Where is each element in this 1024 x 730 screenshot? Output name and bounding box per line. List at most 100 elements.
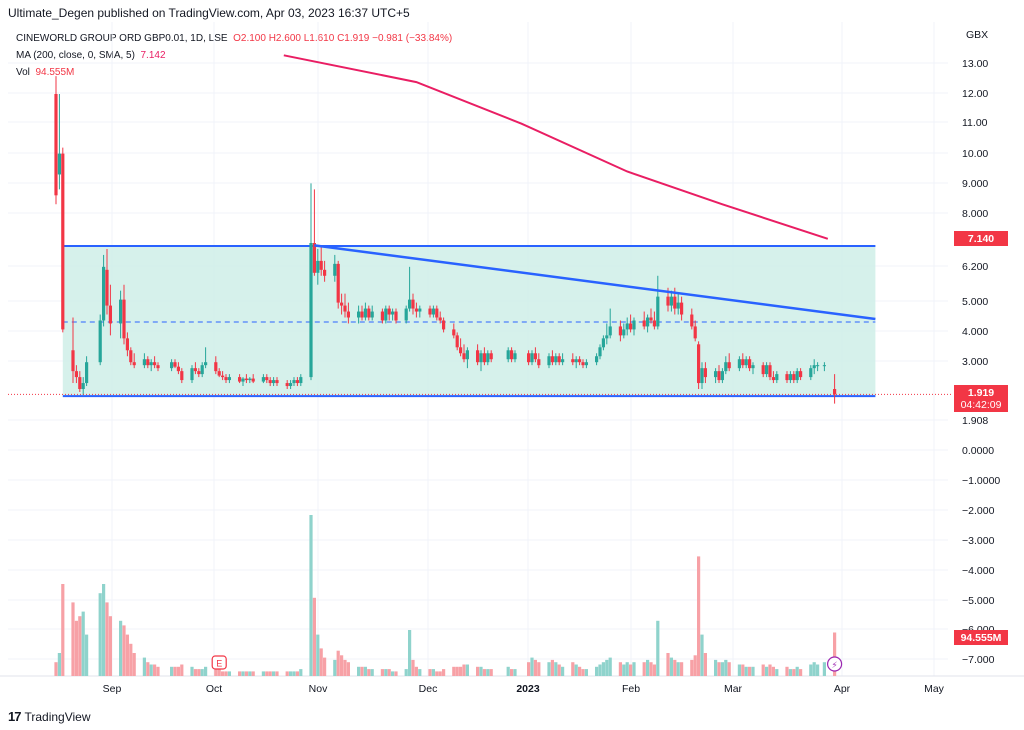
candle-body <box>71 350 75 372</box>
candle-body <box>788 374 792 381</box>
volume-bar <box>224 671 228 676</box>
x-tick-label: Apr <box>834 683 851 695</box>
legend-symbol[interactable]: CINEWORLD GROUP ORD GBP0.01, 1D, LSE <box>16 33 228 44</box>
candle-body <box>384 308 388 321</box>
volume-bar <box>292 671 296 676</box>
volume-bar <box>765 666 769 676</box>
lightning-icon-glyph: ⚡ <box>831 660 837 670</box>
volume-bar <box>482 669 486 676</box>
published-header: Ultimate_Degen published on TradingView.… <box>8 6 410 20</box>
volume-bar <box>717 662 721 676</box>
volume-bar <box>442 669 446 676</box>
candle-body <box>676 302 680 309</box>
candle-body <box>170 362 174 369</box>
candle-body <box>554 356 558 363</box>
candle-body <box>816 365 820 367</box>
volume-bar <box>479 666 483 676</box>
volume-bar <box>197 669 201 676</box>
volume-bar <box>547 662 551 676</box>
x-tick-label: May <box>924 683 945 695</box>
candle-body <box>309 243 313 378</box>
volume-bar <box>227 671 231 676</box>
volume-bar <box>761 664 765 676</box>
candle-layer <box>54 76 837 404</box>
candle-body <box>673 296 677 309</box>
candle-body <box>285 383 289 387</box>
volume-bar <box>132 653 136 676</box>
candle-body <box>149 362 153 366</box>
candle-body <box>533 353 537 360</box>
volume-bar <box>775 669 779 676</box>
volume-bar <box>431 669 435 676</box>
volume-bar <box>122 625 126 676</box>
volume-bar <box>748 666 752 676</box>
candle-body <box>323 269 327 276</box>
volume-bar <box>340 655 344 676</box>
candle-body <box>78 377 82 390</box>
volume-bar <box>241 671 245 676</box>
candle-body <box>652 320 656 327</box>
volume-bar <box>700 634 704 676</box>
candle-body <box>608 326 612 336</box>
y-tick-label: −7.000 <box>962 654 995 666</box>
candle-body <box>411 299 415 309</box>
candle-body <box>435 308 439 318</box>
volume-bar <box>61 584 65 676</box>
volume-bar <box>703 653 707 676</box>
candle-body <box>292 380 296 384</box>
volume-bar <box>336 650 340 676</box>
volume-bar <box>272 671 276 676</box>
volume-bar <box>156 666 160 676</box>
volume-bar <box>217 669 221 676</box>
candle-body <box>479 353 483 363</box>
volume-bar <box>367 669 371 676</box>
candle-body <box>833 389 837 395</box>
volume-bar <box>598 664 602 676</box>
volume-bar <box>363 666 367 676</box>
last-price-badge <box>954 385 1008 412</box>
volume-bar <box>129 643 133 676</box>
candle-body <box>336 263 340 303</box>
volume-bar <box>601 662 605 676</box>
candle-body <box>268 380 272 384</box>
price-axis[interactable]: 13.00 12.00 11.00 10.00 9.000 8.000 6.200 5.000… <box>962 29 1000 666</box>
volume-bar <box>642 662 646 676</box>
legend-vol-label[interactable]: Vol <box>16 67 30 78</box>
volume-bar <box>812 662 816 676</box>
y-tick-label: −3.000 <box>962 535 995 547</box>
candle-body <box>343 305 347 312</box>
y-tick-label: −1.0000 <box>962 475 1000 487</box>
tradingview-logo[interactable]: 17 TradingView <box>8 709 91 724</box>
legend-ma-label[interactable]: MA (200, close, 0, SMA, 5) <box>16 50 135 61</box>
candle-body <box>700 368 704 384</box>
volume-bar <box>214 666 218 676</box>
candle-body <box>690 314 694 327</box>
candle-body <box>370 311 374 318</box>
candle-body <box>482 353 486 363</box>
volume-bar <box>74 620 78 676</box>
volume-bar <box>506 666 510 676</box>
candle-body <box>275 380 279 384</box>
candle-body <box>771 377 775 381</box>
volume-bar <box>714 659 718 676</box>
volume-bar <box>438 671 442 676</box>
volume-bar <box>513 669 517 676</box>
candle-body <box>85 362 89 384</box>
volume-bar <box>741 664 745 676</box>
candle-body <box>598 347 602 357</box>
candle-body <box>462 353 466 360</box>
lightning-icon <box>826 656 843 672</box>
candle-body <box>214 362 218 372</box>
candle-body <box>646 317 650 327</box>
volume-bar <box>333 659 337 676</box>
volume-bar <box>346 662 350 676</box>
candle-body <box>74 371 78 378</box>
time-axis[interactable]: Sep Oct Nov Dec 2023 Feb Mar Apr May <box>103 683 945 695</box>
candle-body <box>530 353 534 363</box>
volume-bar <box>510 669 514 676</box>
volume-bar <box>724 659 728 676</box>
volume-bar <box>85 634 89 676</box>
candle-body <box>476 350 480 363</box>
volume-bar <box>57 653 61 676</box>
